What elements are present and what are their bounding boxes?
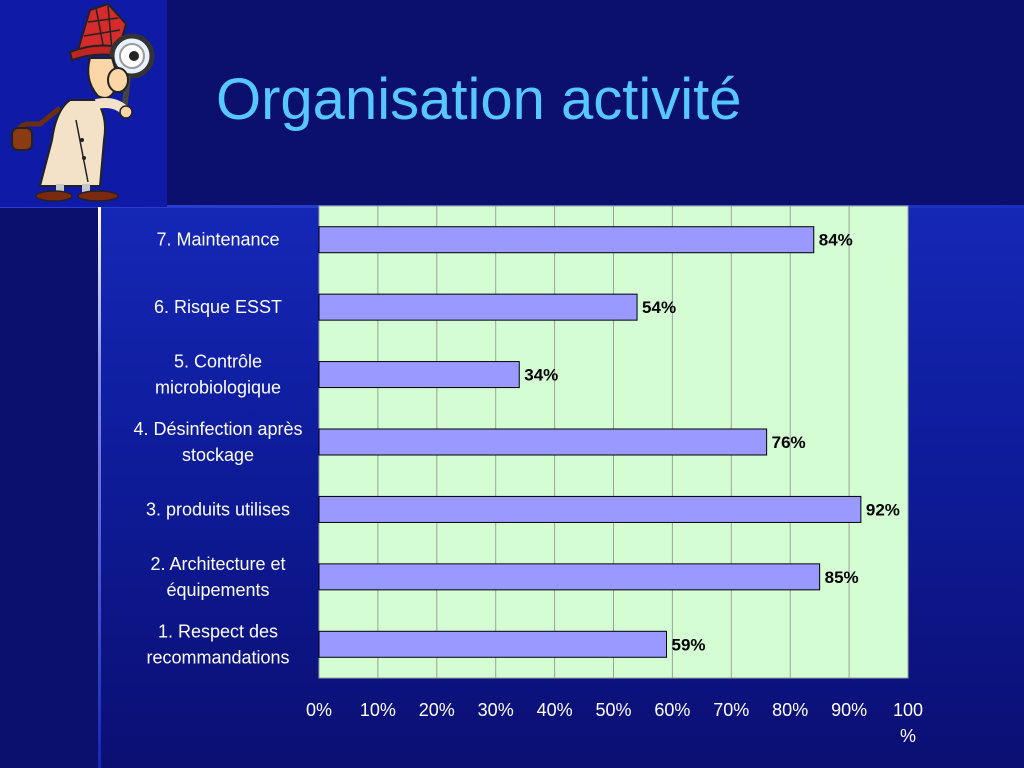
data-label: 92% [866, 500, 900, 519]
data-labels: 84% 54% 34% 76% 92% 85% 59% [524, 231, 900, 655]
slide-title: Organisation activité [216, 67, 742, 132]
x-tick-label: 80% [772, 700, 808, 720]
bar [318, 361, 520, 389]
bar [318, 293, 638, 321]
x-tick-label: 10% [360, 700, 396, 720]
bar [318, 563, 821, 591]
category-label: 2. Architecture et équipements [150, 554, 285, 600]
bar [318, 630, 668, 658]
category-label: 3. produits utilises [146, 499, 290, 519]
category-label: 4. Désinfection après stockage [133, 419, 302, 465]
header-background [0, 0, 1024, 207]
detective-icon [11, 2, 155, 202]
category-label: 5. Contrôle microbiologique [155, 352, 281, 398]
x-tick-label: 0% [306, 700, 332, 720]
category-label: 6. Risque ESST [154, 297, 282, 317]
x-tick-label: 70% [713, 700, 749, 720]
bars [318, 226, 862, 658]
bar [318, 226, 815, 254]
bar [318, 428, 768, 456]
x-tick-label: 100% [893, 700, 923, 746]
detective-clipart [0, 0, 167, 207]
data-label: 54% [642, 298, 676, 317]
x-tick-label: 60% [654, 700, 690, 720]
left-margin-background [0, 207, 100, 768]
bar [318, 495, 862, 523]
category-labels: 7. Maintenance 6. Risque ESST 5. Contrôle m… [133, 230, 302, 668]
category-label: 7. Maintenance [156, 230, 279, 250]
data-label: 34% [524, 366, 558, 385]
x-tick-label: 20% [419, 700, 455, 720]
x-tick-label: 40% [537, 700, 573, 720]
x-tick-label: 30% [478, 700, 514, 720]
x-tick-label: 90% [831, 700, 867, 720]
x-axis-ticks: 0% 10% 20% 30% 40% 50% 60% 70% 80% 90% 100% [306, 700, 923, 746]
data-label: 84% [819, 231, 853, 250]
vertical-divider [98, 207, 101, 768]
data-label: 59% [672, 635, 706, 654]
category-label: 1. Respect des recommandations [146, 621, 289, 667]
data-label: 85% [825, 568, 859, 587]
data-label: 76% [772, 433, 806, 452]
x-tick-label: 50% [595, 700, 631, 720]
